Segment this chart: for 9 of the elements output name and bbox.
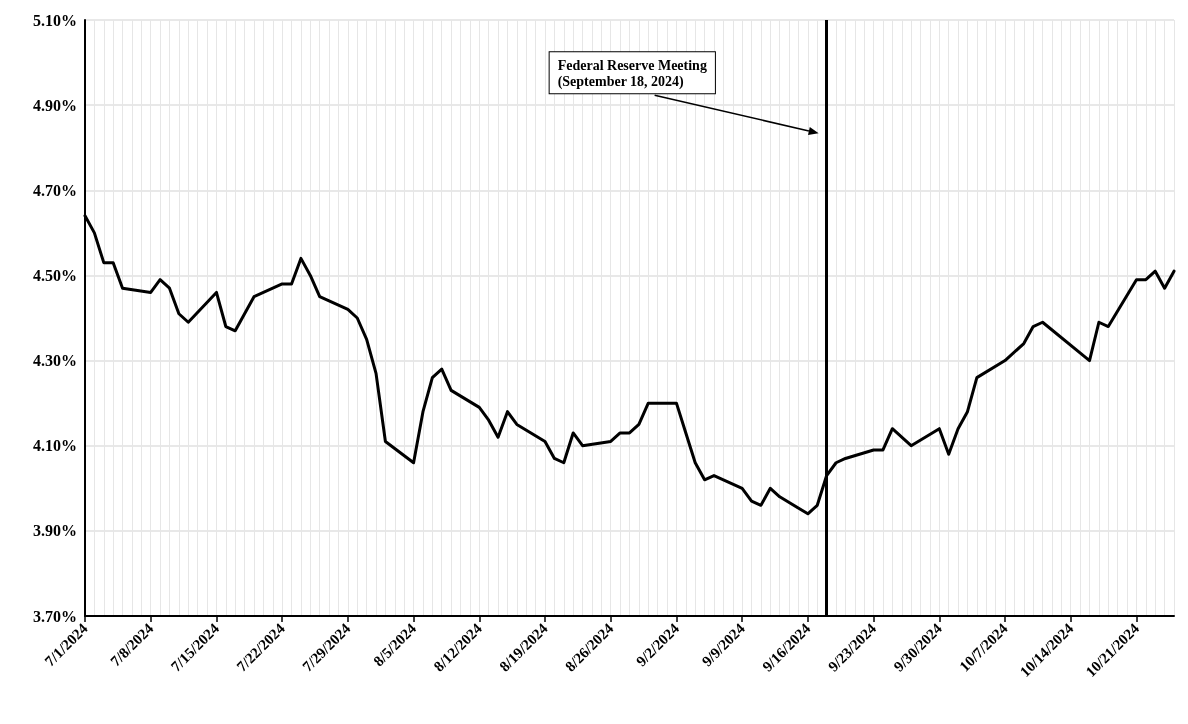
y-tick-label: 5.10% xyxy=(33,11,77,29)
y-tick-label: 4.30% xyxy=(33,352,77,370)
y-tick-label: 3.70% xyxy=(33,607,77,625)
ref-line-label: Federal Reserve Meeting (September 18, 2024) xyxy=(557,57,707,90)
y-tick-label: 4.10% xyxy=(33,437,77,455)
y-tick-label: 3.90% xyxy=(33,522,77,540)
y-tick-label: 4.50% xyxy=(33,266,77,284)
y-tick-label: 4.90% xyxy=(33,96,77,114)
y-tick-label: 4.70% xyxy=(33,181,77,199)
